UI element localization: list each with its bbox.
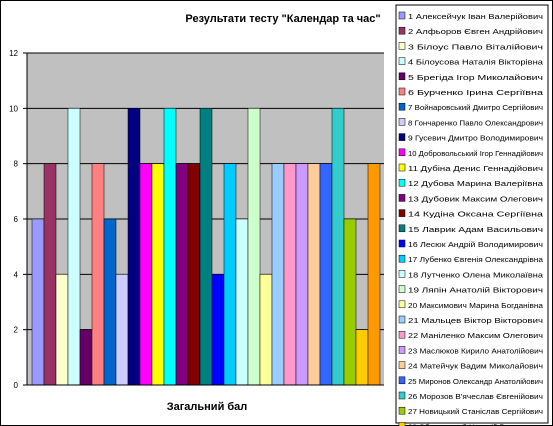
legend-box bbox=[395, 4, 549, 424]
legend-label: 13 Дубовик Максим Олегович bbox=[408, 194, 543, 203]
y-tick-label: 12 bbox=[9, 49, 18, 58]
y-tick-label: 8 bbox=[14, 160, 19, 169]
legend-label: 12 Дубова Марина Валеріївна bbox=[408, 179, 544, 188]
legend-label: 24 Матейчук Вадим Миколайович bbox=[408, 362, 543, 371]
bar bbox=[91, 163, 105, 386]
legend-swatch bbox=[398, 391, 406, 400]
legend-label: 23 Маслюков Кирило Анатолійович bbox=[408, 346, 543, 355]
legend-swatch bbox=[398, 178, 406, 187]
bar bbox=[211, 274, 225, 386]
legend-label: 19 Ляпін Анатолій Вікторович bbox=[408, 286, 543, 295]
legend: 1 Алексейчук Іван Валерійович 2 Алфьоров … bbox=[395, 4, 549, 426]
legend-swatch bbox=[398, 11, 406, 20]
bar bbox=[31, 218, 45, 386]
legend-label: 16 Лесюк Андрій Володимирович bbox=[408, 240, 543, 249]
legend-swatch bbox=[398, 422, 406, 426]
legend-label: 25 Миронов Олександр Анатолійович bbox=[408, 377, 543, 386]
bar bbox=[103, 218, 117, 386]
bar bbox=[151, 163, 165, 386]
bar bbox=[67, 108, 81, 386]
legend-label: 22 Маніленко Максим Олегович bbox=[408, 331, 543, 340]
legend-label: 1 Алексейчук Іван Валерійович bbox=[408, 12, 543, 21]
bar bbox=[283, 163, 297, 386]
legend-label: 28 Ободянський Назарій Васильович bbox=[408, 422, 543, 426]
bar bbox=[271, 163, 285, 386]
bar bbox=[175, 163, 189, 386]
legend-label: 21 Мальцев Віктор Вікторович bbox=[408, 316, 543, 325]
bar bbox=[331, 108, 345, 386]
legend-swatch bbox=[398, 239, 406, 248]
legend-swatch bbox=[398, 209, 406, 217]
legend-swatch bbox=[398, 224, 406, 233]
bar bbox=[127, 108, 141, 386]
bar bbox=[163, 108, 177, 386]
bar bbox=[43, 163, 57, 386]
legend-swatch bbox=[398, 300, 406, 309]
legend-swatch bbox=[398, 133, 406, 141]
legend-label: 18 Лутченко Олена Миколаївна bbox=[408, 270, 544, 279]
y-tick-label: 6 bbox=[14, 215, 19, 224]
bar bbox=[355, 329, 369, 386]
legend-label: 8 Гончаренко Павло Олександрович bbox=[408, 118, 543, 127]
bar bbox=[295, 163, 309, 386]
legend-swatch bbox=[398, 285, 406, 293]
bar bbox=[187, 163, 201, 386]
bar bbox=[55, 274, 69, 386]
legend-swatch bbox=[398, 102, 406, 111]
legend-swatch bbox=[398, 330, 406, 339]
bar bbox=[247, 108, 261, 386]
bar bbox=[115, 274, 129, 386]
legend-label: 6 Бурченко Ірина Сергіївна bbox=[408, 88, 544, 97]
bar bbox=[223, 163, 237, 386]
bar bbox=[367, 163, 381, 386]
bar bbox=[139, 163, 153, 386]
legend-label: 14 Кудіна Оксана Сергіївна bbox=[408, 210, 544, 219]
y-tick-label: 2 bbox=[14, 326, 19, 335]
legend-label: 2 Алфьоров Євген Андрійович bbox=[408, 27, 543, 36]
y-tick-label: 4 bbox=[14, 270, 19, 279]
legend-label: 26 Морозов В'ячеслав Євгенійович bbox=[408, 392, 543, 401]
x-axis-label: Загальний бал bbox=[167, 401, 248, 413]
legend-label: 27 Новицький Станіслав Сергійович bbox=[408, 407, 543, 416]
legend-swatch bbox=[398, 148, 406, 157]
legend-swatch bbox=[398, 406, 406, 415]
legend-swatch bbox=[398, 315, 406, 324]
legend-swatch bbox=[398, 57, 406, 65]
legend-swatch bbox=[398, 118, 406, 126]
bar bbox=[307, 163, 321, 386]
legend-swatch bbox=[398, 361, 406, 369]
legend-label: 4 Білоусова Наталія Вікторівна bbox=[408, 58, 544, 67]
legend-label: 10 Добровольський Ігор Геннадійович bbox=[408, 149, 543, 158]
legend-swatch bbox=[398, 346, 406, 354]
legend-swatch bbox=[398, 270, 406, 278]
bar bbox=[199, 108, 213, 386]
legend-label: 17 Лубенко Євгенія Олександрівна bbox=[408, 255, 544, 264]
legend-swatch bbox=[398, 87, 406, 96]
legend-label: 5 Брегіда Ігор Миколайович bbox=[408, 73, 543, 82]
y-tick-label: 10 bbox=[9, 104, 18, 113]
legend-label: 11 Дубіна Денис Геннадійович bbox=[408, 164, 543, 173]
bar bbox=[235, 218, 249, 386]
legend-label: 9 Гусевич Дмитро Володимирович bbox=[408, 134, 543, 143]
legend-swatch bbox=[398, 254, 406, 263]
plot-area: 0 2 4 6 8 10 12 bbox=[9, 49, 384, 390]
legend-swatch bbox=[398, 26, 406, 35]
bar bbox=[319, 163, 333, 386]
bar bbox=[343, 218, 357, 386]
legend-label: 3 Білоус Павло Віталійович bbox=[408, 42, 543, 51]
legend-swatch bbox=[398, 163, 406, 172]
chart-title: Результати тесту "Календар та час" bbox=[185, 13, 380, 25]
legend-label: 7 Войнаровський Дмитро Сергійович bbox=[408, 103, 543, 112]
bar bbox=[259, 274, 273, 386]
legend-label: 20 Максимович Марина Богданівна bbox=[408, 301, 544, 310]
legend-label: 15 Лаврик Адам Васильович bbox=[408, 225, 543, 234]
y-tick-label: 0 bbox=[14, 381, 19, 390]
legend-swatch bbox=[398, 72, 406, 81]
legend-swatch bbox=[398, 194, 406, 202]
bar bbox=[79, 329, 93, 386]
legend-swatch bbox=[398, 42, 406, 50]
legend-swatch bbox=[398, 376, 406, 385]
